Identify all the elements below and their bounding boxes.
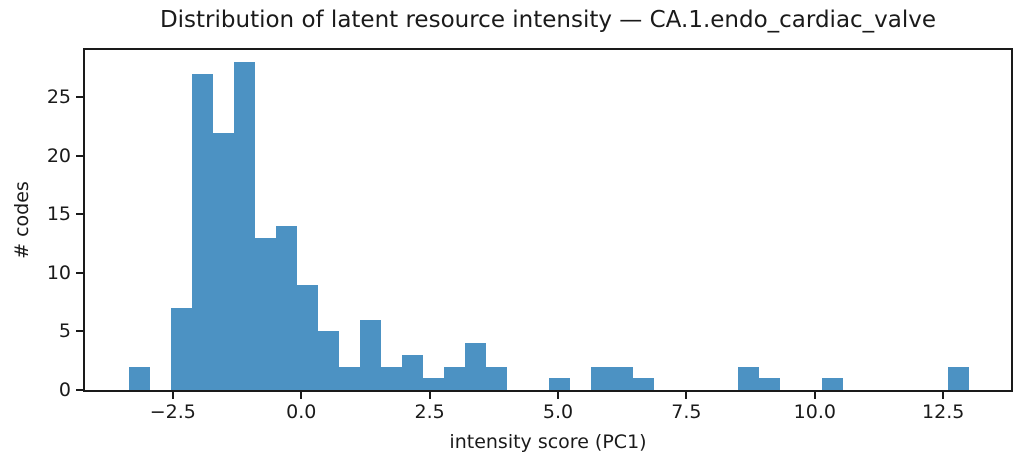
histogram-bar [317, 331, 340, 390]
y-axis-tick-label: 0 [58, 379, 71, 401]
histogram-bar [821, 378, 844, 390]
x-axis-tick-label: 2.5 [414, 401, 445, 423]
y-axis-tick-label: 10 [46, 261, 71, 284]
histogram-bar [212, 132, 235, 390]
y-axis-tick [76, 271, 83, 274]
x-axis-label: intensity score (PC1) [449, 431, 647, 453]
y-axis-label: # codes [11, 181, 33, 259]
histogram-bar [590, 366, 613, 390]
histogram-bar [128, 366, 151, 390]
y-axis-tick-label: 5 [58, 320, 71, 343]
y-axis-tick [76, 154, 83, 157]
histogram-bar [338, 366, 361, 390]
y-axis-tick [76, 213, 83, 216]
histogram-bar [611, 366, 634, 390]
histogram-bar [254, 237, 277, 390]
y-axis-tick-label: 25 [46, 86, 71, 109]
y-axis-tick-label: 20 [46, 144, 71, 167]
x-axis-tick [428, 392, 431, 399]
y-axis-tick-label: 15 [46, 203, 71, 226]
x-axis-tick [942, 392, 945, 399]
histogram-bar [275, 226, 298, 390]
chart-title: Distribution of latent resource intensit… [159, 7, 937, 33]
histogram-bar [737, 366, 760, 390]
x-axis-tick-label: 7.5 [671, 401, 702, 423]
x-axis-tick-label: −2.5 [149, 401, 196, 423]
plot-area [83, 48, 1013, 392]
x-axis-tick [171, 392, 174, 399]
y-axis-tick [76, 96, 83, 99]
x-axis-tick-label: 12.5 [922, 401, 965, 423]
histogram-bar [191, 74, 214, 390]
histogram-bar [443, 366, 466, 390]
histogram-bar [485, 366, 508, 390]
histogram-bar [632, 378, 655, 390]
x-axis-tick [300, 392, 303, 399]
x-axis-tick-label: 0.0 [286, 401, 317, 423]
y-axis-tick [76, 330, 83, 333]
histogram-bar [296, 284, 319, 390]
x-axis-tick [685, 392, 688, 399]
histogram-bar [401, 354, 424, 390]
x-axis-tick-label: 10.0 [793, 401, 836, 423]
x-axis-tick [813, 392, 816, 399]
histogram-bar [422, 378, 445, 390]
histogram-bar [758, 378, 781, 390]
histogram-bar [464, 343, 487, 390]
histogram-bar [359, 319, 382, 390]
histogram-bar [947, 366, 970, 390]
y-axis-tick [76, 389, 83, 391]
histogram-bar [233, 62, 256, 390]
histogram-bar [170, 308, 193, 390]
histogram-bar [380, 366, 403, 390]
x-axis-tick-label: 5.0 [542, 401, 574, 423]
histogram-bar [548, 378, 571, 390]
x-axis-tick [557, 392, 559, 399]
